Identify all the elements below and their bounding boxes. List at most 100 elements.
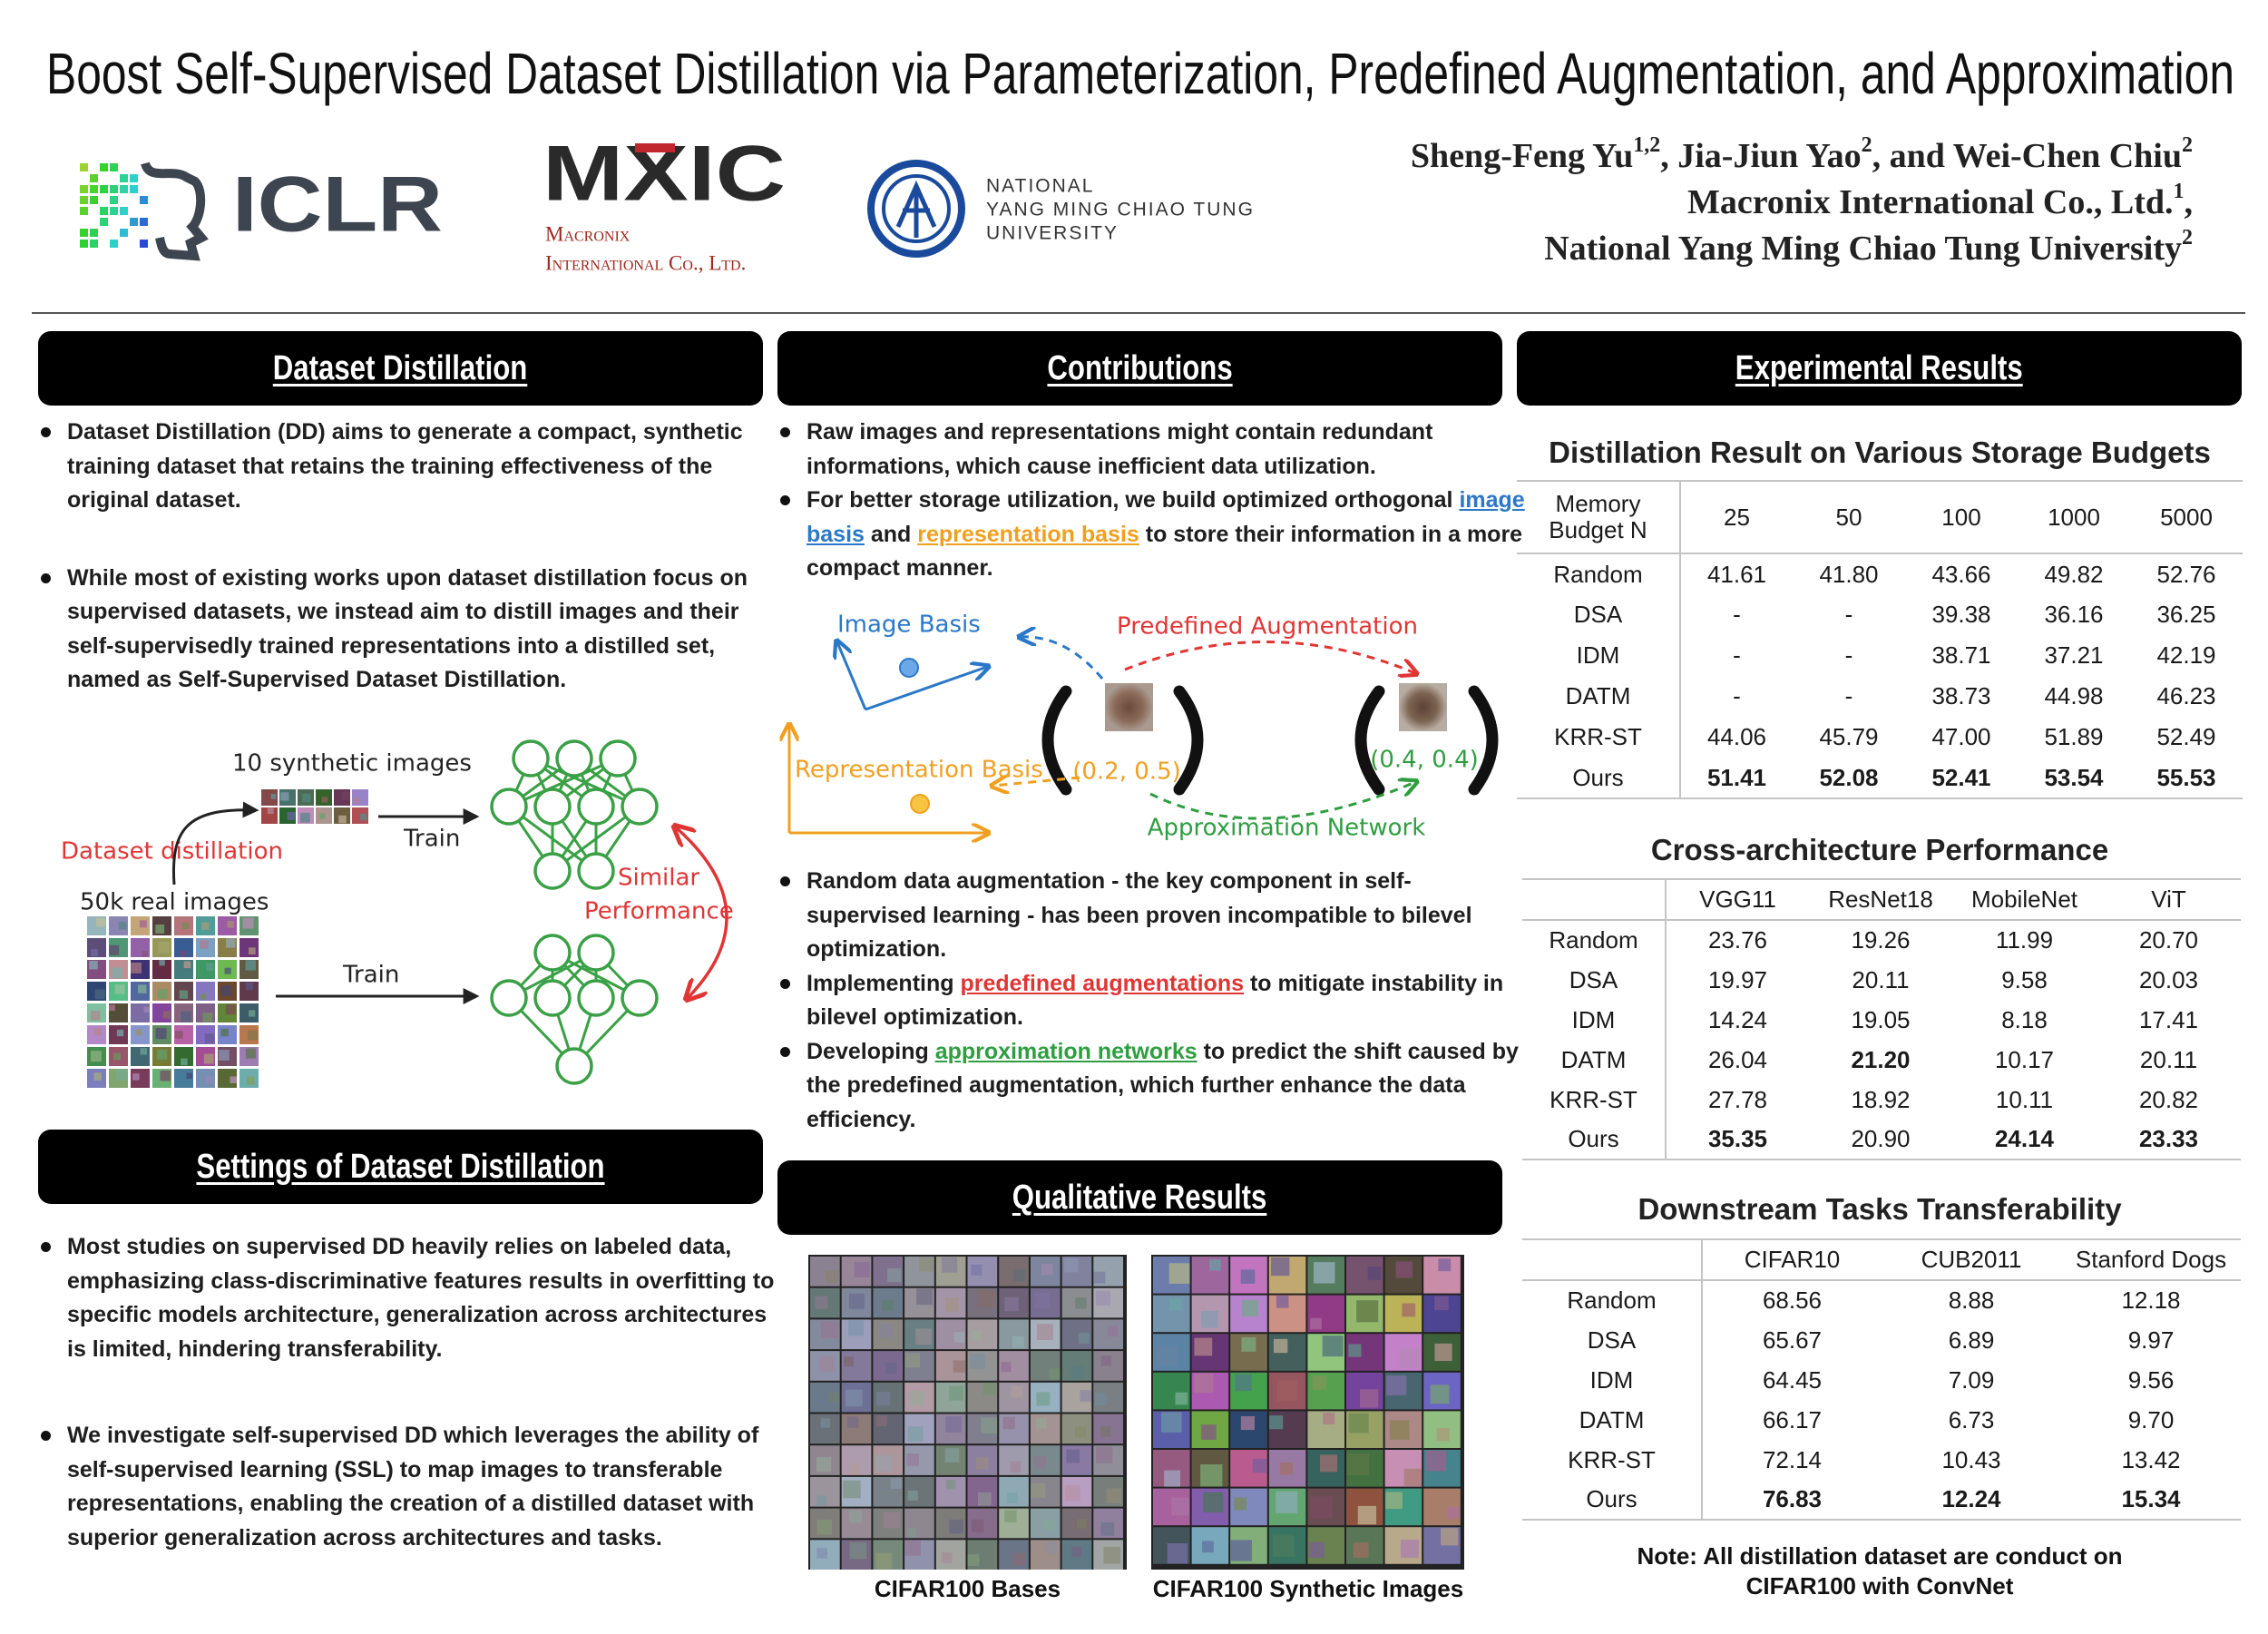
section-header: Settings of Dataset Distillation — [38, 1130, 763, 1204]
tile-detail — [945, 1416, 962, 1433]
tile — [841, 1351, 872, 1381]
tile-detail — [907, 1490, 918, 1502]
table-cell: 12.18 — [2121, 1287, 2181, 1314]
note: CIFAR100 with ConvNet — [1745, 1572, 2014, 1600]
tile-detail — [1269, 1415, 1284, 1430]
parenthesis — [1173, 685, 1204, 796]
tile — [904, 1319, 934, 1350]
tile-detail — [1094, 1393, 1108, 1406]
tile-detail — [1167, 1542, 1188, 1564]
tile — [810, 1540, 840, 1570]
table-cell: 20.03 — [2138, 965, 2199, 993]
table-row: IDM 14.24 19.05 8.18 17.41 — [1522, 1000, 2241, 1040]
row-label: KRR-ST — [1522, 1440, 1703, 1480]
tile — [1030, 1351, 1061, 1381]
table-head: CIFAR10 CUB2011 Stanford Dogs — [1522, 1239, 2241, 1280]
tile-detail — [816, 1495, 827, 1506]
tile — [873, 1508, 904, 1539]
tile-detail — [1385, 1492, 1403, 1510]
axis — [837, 642, 867, 710]
tile-detail — [1157, 1345, 1178, 1366]
table-cell: 19.05 — [1851, 1005, 1911, 1033]
tile-detail — [1401, 1540, 1420, 1559]
superscript: 2 — [2182, 226, 2193, 250]
table-row: Random 23.76 19.26 11.99 20.70 — [1522, 920, 2241, 960]
net-node — [555, 1047, 593, 1085]
tile — [999, 1445, 1029, 1475]
tile-detail — [907, 1426, 924, 1442]
coordinate: (0.4, 0.4) — [1370, 747, 1479, 774]
arrow — [171, 801, 259, 885]
tile — [904, 1414, 934, 1444]
tile — [1061, 1382, 1092, 1413]
net-node — [577, 852, 615, 890]
tile-detail — [1447, 1506, 1460, 1519]
tile — [810, 1508, 840, 1539]
basis-point — [910, 794, 930, 814]
tile-detail — [300, 812, 310, 823]
header-row: Memory Budget N 25 50 100 1000 5000 — [1517, 481, 2243, 553]
tile — [967, 1287, 998, 1318]
tile-detail — [1074, 1426, 1087, 1438]
header-cell: CIFAR10 — [1744, 1246, 1841, 1273]
tile-detail — [1100, 1355, 1112, 1366]
header-cell: 1000 — [2048, 503, 2100, 531]
tile-detail — [90, 1011, 101, 1021]
tile-detail — [181, 922, 190, 930]
tile — [1093, 1257, 1123, 1287]
table-cell: - — [1844, 682, 1853, 709]
tile-detail — [848, 1510, 862, 1523]
header-cell: Stanford Dogs — [2075, 1246, 2227, 1273]
tile-detail — [885, 1362, 897, 1375]
tile-detail — [815, 1296, 828, 1309]
tile-detail — [248, 1030, 259, 1041]
tile-detail — [360, 813, 367, 821]
bullet-text: Developing — [807, 1038, 935, 1064]
tile-detail — [227, 920, 234, 928]
tile-detail — [971, 1519, 984, 1532]
tile-detail — [1064, 1257, 1079, 1273]
note: Note: All distillation dataset are condu… — [1637, 1542, 2123, 1570]
tile — [841, 1287, 872, 1318]
arrow — [1124, 640, 1415, 673]
tile-detail — [1201, 1310, 1218, 1328]
bullet: Implementing predefined augmentations to… — [780, 967, 1528, 1035]
tile-detail — [970, 1353, 986, 1369]
tile — [967, 1319, 998, 1350]
table-cell: - — [1733, 641, 1741, 669]
tile — [841, 1476, 872, 1507]
tile-detail — [1006, 1492, 1018, 1503]
tile — [810, 1382, 840, 1413]
tile-detail — [949, 1519, 963, 1534]
table-cell: 51.41 — [1706, 763, 1767, 791]
mxic-name: Macronix — [545, 222, 631, 245]
table-cell: 20.11 — [1852, 965, 1910, 993]
tile — [841, 1540, 872, 1570]
tile-detail — [155, 1028, 167, 1040]
tile-detail — [1096, 1446, 1113, 1463]
tile-detail — [1240, 1415, 1255, 1431]
figure-label: Approximation Network — [1148, 815, 1426, 842]
net-node — [599, 739, 637, 778]
table-row: Ours 35.35 20.90 24.14 23.33 — [1522, 1120, 2241, 1159]
tile — [999, 1287, 1029, 1318]
iclr-pixel — [130, 218, 138, 226]
tile-detail — [247, 1076, 256, 1085]
iclr-pixel — [130, 174, 138, 182]
tile-detail — [1323, 1412, 1335, 1425]
table-cell: 36.16 — [2044, 601, 2104, 628]
iclr-pixel — [90, 174, 98, 182]
section-title: Dataset Distillation — [273, 348, 528, 387]
tile — [1061, 1287, 1092, 1318]
tile — [1093, 1287, 1123, 1318]
net-node — [533, 934, 572, 972]
author-text: Macronix International Co., Ltd. — [1687, 183, 2174, 221]
table-cell: 10.11 — [1995, 1085, 2054, 1113]
table-cell: 39.38 — [1931, 601, 1991, 628]
tile — [841, 1257, 872, 1287]
tile-detail — [878, 1323, 894, 1338]
mxic-name: International Co., Ltd. — [545, 251, 746, 274]
bullet-text: Raw images and representations might con… — [807, 419, 1433, 479]
tile-detail — [849, 1541, 867, 1560]
